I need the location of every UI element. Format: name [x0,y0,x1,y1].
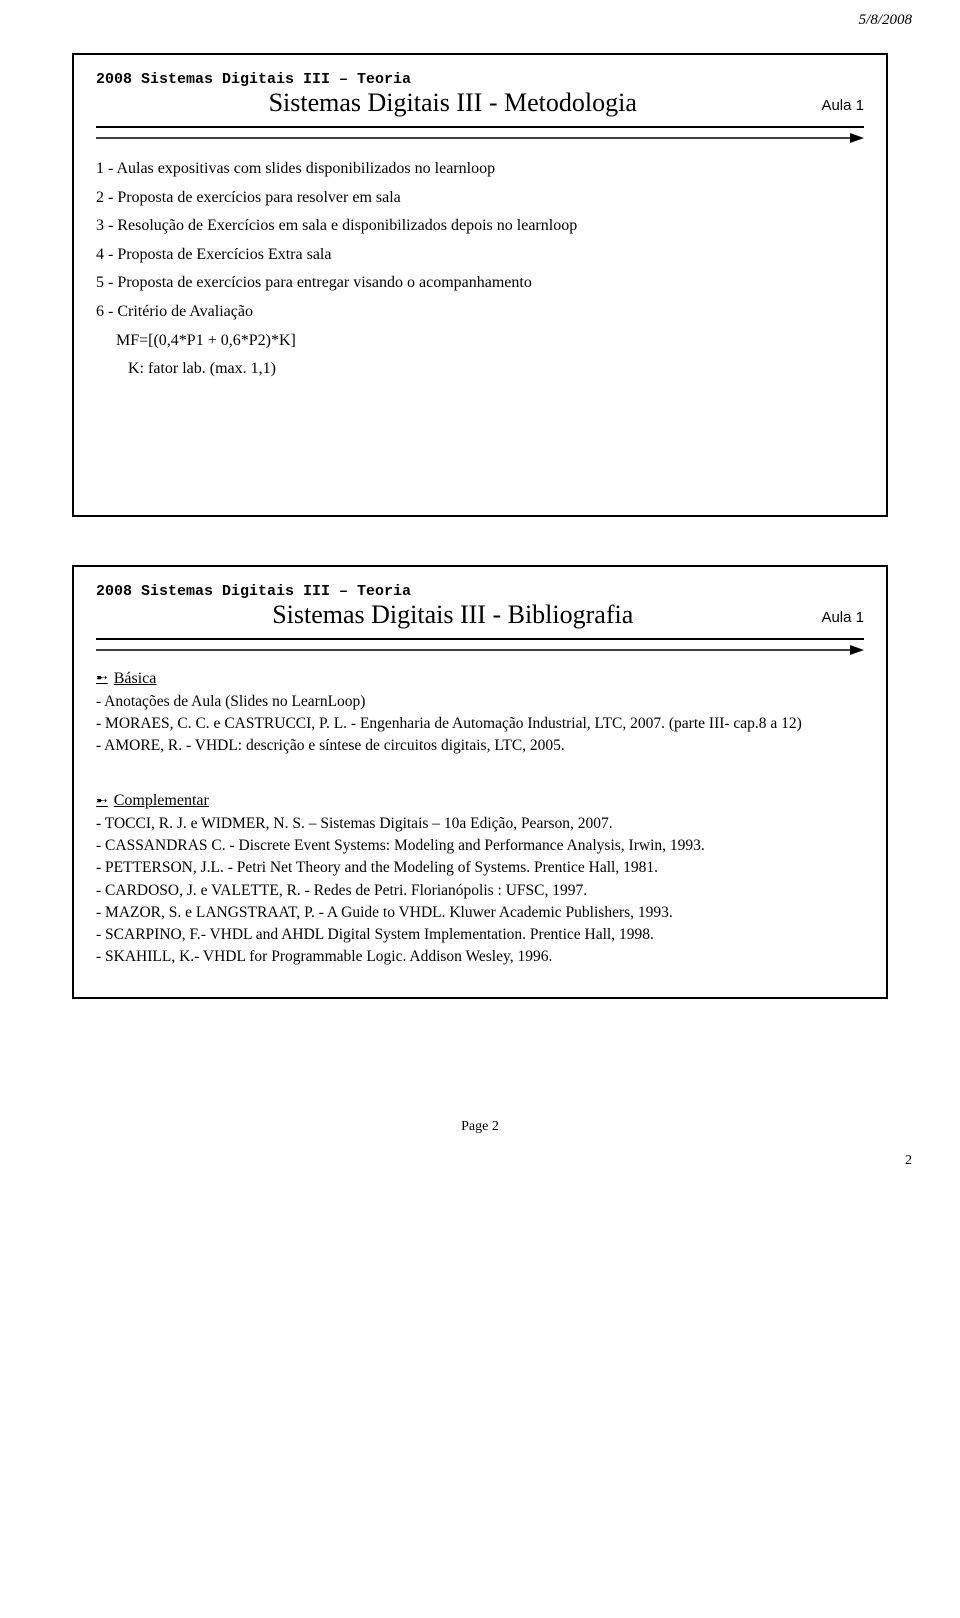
slide2-title: Sistemas Digitais III - Bibliografia [96,600,809,630]
aula-label: Aula 1 [821,609,864,630]
methodology-item: 2 - Proposta de exercícios para resolver… [96,187,864,209]
basica-label: Básica [114,670,157,688]
formula: MF=[(0,4*P1 + 0,6*P2)*K] [96,330,864,352]
course-label: 2008 Sistemas Digitais III – Teoria [96,71,809,88]
reference-item: - TOCCI, R. J. e WIDMER, N. S. – Sistema… [96,814,864,834]
methodology-item: 4 - Proposta de Exercícios Extra sala [96,244,864,266]
slide1-title: Sistemas Digitais III - Metodologia [96,88,809,118]
page-footer: Page 2 [0,1047,960,1149]
reference-item: - SKAHILL, K.- VHDL for Programmable Log… [96,947,864,967]
page-date: 5/8/2008 [0,0,960,29]
methodology-item: 6 - Critério de Avaliação [96,301,864,323]
arrow-icon [96,132,864,144]
arrow-icon [96,644,864,656]
reference-item: - Anotações de Aula (Slides no LearnLoop… [96,692,864,712]
page-number: 2 [0,1149,960,1179]
slide1-title-row: 2008 Sistemas Digitais III – Teoria Sist… [96,71,864,128]
k-note: K: fator lab. (max. 1,1) [96,358,864,380]
course-label: 2008 Sistemas Digitais III – Teoria [96,583,809,600]
reference-item: - MAZOR, S. e LANGSTRAAT, P. - A Guide t… [96,903,864,923]
basica-header: ➸ Básica [96,670,864,688]
reference-item: - MORAES, C. C. e CASTRUCCI, P. L. - Eng… [96,714,864,734]
reference-item: - PETTERSON, J.L. - Petri Net Theory and… [96,858,864,878]
methodology-item: 3 - Resolução de Exercícios em sala e di… [96,215,864,237]
complementar-header: ➸ Complementar [96,792,864,810]
reference-item: - CASSANDRAS C. - Discrete Event Systems… [96,836,864,856]
reference-item: - SCARPINO, F.- VHDL and AHDL Digital Sy… [96,925,864,945]
reference-item: - AMORE, R. - VHDL: descrição e síntese … [96,736,864,756]
aula-label: Aula 1 [821,97,864,118]
slide-bibliography: 2008 Sistemas Digitais III – Teoria Sist… [72,565,888,999]
complementar-label: Complementar [114,792,209,810]
slide-methodology: 2008 Sistemas Digitais III – Teoria Sist… [72,53,888,517]
slide2-title-row: 2008 Sistemas Digitais III – Teoria Sist… [96,583,864,640]
bullet-icon: ➸ [96,793,108,810]
reference-item: - CARDOSO, J. e VALETTE, R. - Redes de P… [96,881,864,901]
bullet-icon: ➸ [96,670,108,687]
methodology-item: 1 - Aulas expositivas com slides disponi… [96,158,864,180]
methodology-item: 5 - Proposta de exercícios para entregar… [96,272,864,294]
